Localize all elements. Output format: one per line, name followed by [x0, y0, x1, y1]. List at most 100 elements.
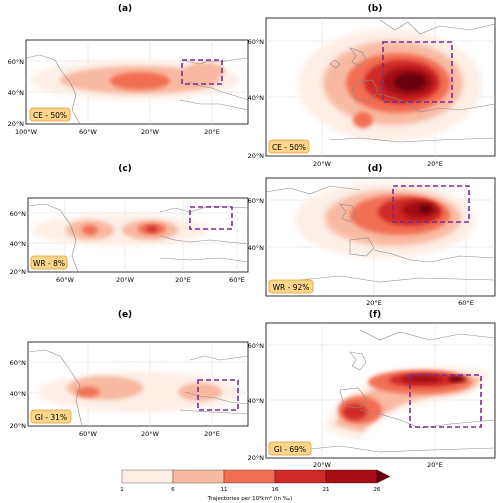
svg-text:60°N: 60°N — [10, 359, 27, 367]
svg-text:60°N: 60°N — [248, 38, 265, 46]
svg-text:11: 11 — [221, 487, 228, 493]
x-tick-labels: 20°E 60°E — [366, 299, 474, 307]
svg-text:6: 6 — [171, 487, 175, 493]
svg-text:20°N: 20°N — [10, 268, 27, 276]
x-tick-labels: 60°W 20°W 20°E — [79, 430, 220, 438]
svg-text:60°N: 60°N — [10, 210, 27, 218]
svg-text:20°W: 20°W — [313, 160, 332, 168]
svg-text:60°E: 60°E — [458, 299, 474, 307]
x-tick-labels: 20°W 20°E — [313, 461, 443, 469]
colorbar: 1 6 11 16 21 26 Trajectories per 10⁵km² … — [120, 469, 391, 502]
svg-text:20°N: 20°N — [248, 152, 265, 160]
colorbar-extend-arrow — [376, 469, 391, 484]
panel-letter: (b) — [368, 4, 383, 14]
panel-letter: (d) — [368, 164, 383, 174]
svg-text:16: 16 — [272, 487, 279, 493]
svg-text:20°E: 20°E — [427, 461, 443, 469]
svg-text:20°W: 20°W — [313, 461, 332, 469]
svg-text:60°W: 60°W — [79, 430, 98, 438]
panel-e: (e) 60°N 40°N 20°N 60°W 20°W 20°E — [10, 310, 249, 438]
regime-badge: CE - 50% — [272, 143, 306, 152]
domain-box — [189, 206, 233, 230]
svg-text:20°E: 20°E — [175, 276, 191, 284]
svg-text:40°N: 40°N — [10, 240, 27, 248]
density-field — [30, 60, 240, 100]
svg-text:100°W: 100°W — [15, 128, 38, 136]
y-tick-labels: 60°N 40°N 20°N — [8, 58, 25, 128]
y-tick-labels: 60°N 40°N 20°N — [248, 342, 265, 462]
svg-text:26: 26 — [374, 487, 381, 493]
svg-text:1: 1 — [120, 487, 124, 493]
svg-text:40°N: 40°N — [248, 244, 265, 252]
regime-badge: WR - 8% — [33, 259, 65, 268]
coastlines — [25, 54, 249, 125]
density-field — [32, 214, 208, 246]
svg-text:60°N: 60°N — [248, 197, 265, 205]
regime-badge-box — [30, 409, 72, 424]
density-field — [38, 372, 242, 412]
y-tick-labels: 60°N 40°N 20°N — [10, 210, 27, 276]
regime-badge-box — [29, 107, 71, 122]
panel-letter: (a) — [118, 4, 132, 14]
regime-badge-box — [268, 139, 310, 154]
svg-text:60°N: 60°N — [8, 58, 25, 66]
panel-b: (b) 60°N 40°N 20°N — [248, 4, 496, 168]
x-tick-labels: 100°W 60°W 20°W 20°E — [15, 128, 220, 136]
density-field — [298, 29, 482, 141]
domain-box — [197, 379, 239, 411]
svg-text:20°E: 20°E — [204, 430, 220, 438]
svg-text:20°W: 20°W — [141, 128, 160, 136]
regime-badge-box — [30, 255, 68, 270]
colorbar-bin-3 — [223, 469, 276, 484]
svg-text:60°N: 60°N — [248, 342, 265, 350]
colorbar-label: Trajectories per 10⁵km² (in ‰) — [207, 495, 292, 502]
panel-letter: (e) — [118, 310, 132, 320]
panel-c: (c) 60°N 40°N 20°N 60°W — [10, 164, 249, 284]
svg-text:40°N: 40°N — [248, 94, 265, 102]
svg-text:60°E: 60°E — [229, 276, 245, 284]
svg-text:20°E: 20°E — [204, 128, 220, 136]
regime-badge: WR - 92% — [273, 283, 310, 292]
svg-text:20°E: 20°E — [366, 299, 382, 307]
domain-box — [409, 374, 482, 428]
svg-text:20°W: 20°W — [141, 430, 160, 438]
domain-box — [382, 41, 453, 103]
density-field — [325, 367, 489, 440]
svg-text:20°N: 20°N — [248, 454, 265, 462]
svg-text:20°E: 20°E — [427, 160, 443, 168]
panel-d: (d) 60°N 40°N 20°E 60°E — [248, 164, 496, 307]
svg-text:40°N: 40°N — [248, 397, 265, 405]
svg-text:40°N: 40°N — [8, 89, 25, 97]
svg-text:20°N: 20°N — [8, 120, 25, 128]
svg-text:20°W: 20°W — [116, 276, 135, 284]
colorbar-bin-1 — [121, 469, 174, 484]
panel-letter: (c) — [118, 164, 132, 174]
regime-badge: GI - 69% — [274, 445, 306, 454]
regime-badge-box — [268, 441, 312, 456]
svg-text:21: 21 — [323, 487, 330, 493]
colorbar-bin-2 — [172, 469, 225, 484]
svg-text:60°W: 60°W — [56, 276, 75, 284]
colorbar-bin-5 — [325, 469, 378, 484]
svg-text:20°N: 20°N — [10, 422, 27, 430]
coastlines — [329, 19, 496, 143]
regime-badge: GI - 31% — [35, 413, 67, 422]
svg-text:40°N: 40°N — [10, 390, 27, 398]
y-tick-labels: 60°N 40°N — [248, 197, 265, 252]
panel-a: (a) 60°N 40°N 20°N 100°W 60°W 20°W — [8, 4, 249, 136]
colorbar-bin-4 — [274, 469, 327, 484]
density-field — [295, 182, 475, 258]
x-tick-labels: 20°W 20°E — [313, 160, 443, 168]
panel-letter: (f) — [369, 310, 381, 320]
regime-badge-box — [268, 279, 314, 294]
regime-badge: CE - 50% — [33, 111, 67, 120]
panel-f: (f) 60°N 40°N 20°N — [248, 310, 496, 469]
domain-box — [181, 59, 223, 85]
coastlines — [265, 185, 496, 283]
y-tick-labels: 60°N 40°N 20°N — [10, 359, 27, 430]
svg-text:60°W: 60°W — [79, 128, 98, 136]
x-tick-labels: 60°W 20°W 20°E 60°E — [56, 276, 245, 284]
y-tick-labels: 60°N 40°N 20°N — [248, 38, 265, 160]
colorbar-tick-labels: 1 6 11 16 21 26 — [120, 487, 381, 493]
